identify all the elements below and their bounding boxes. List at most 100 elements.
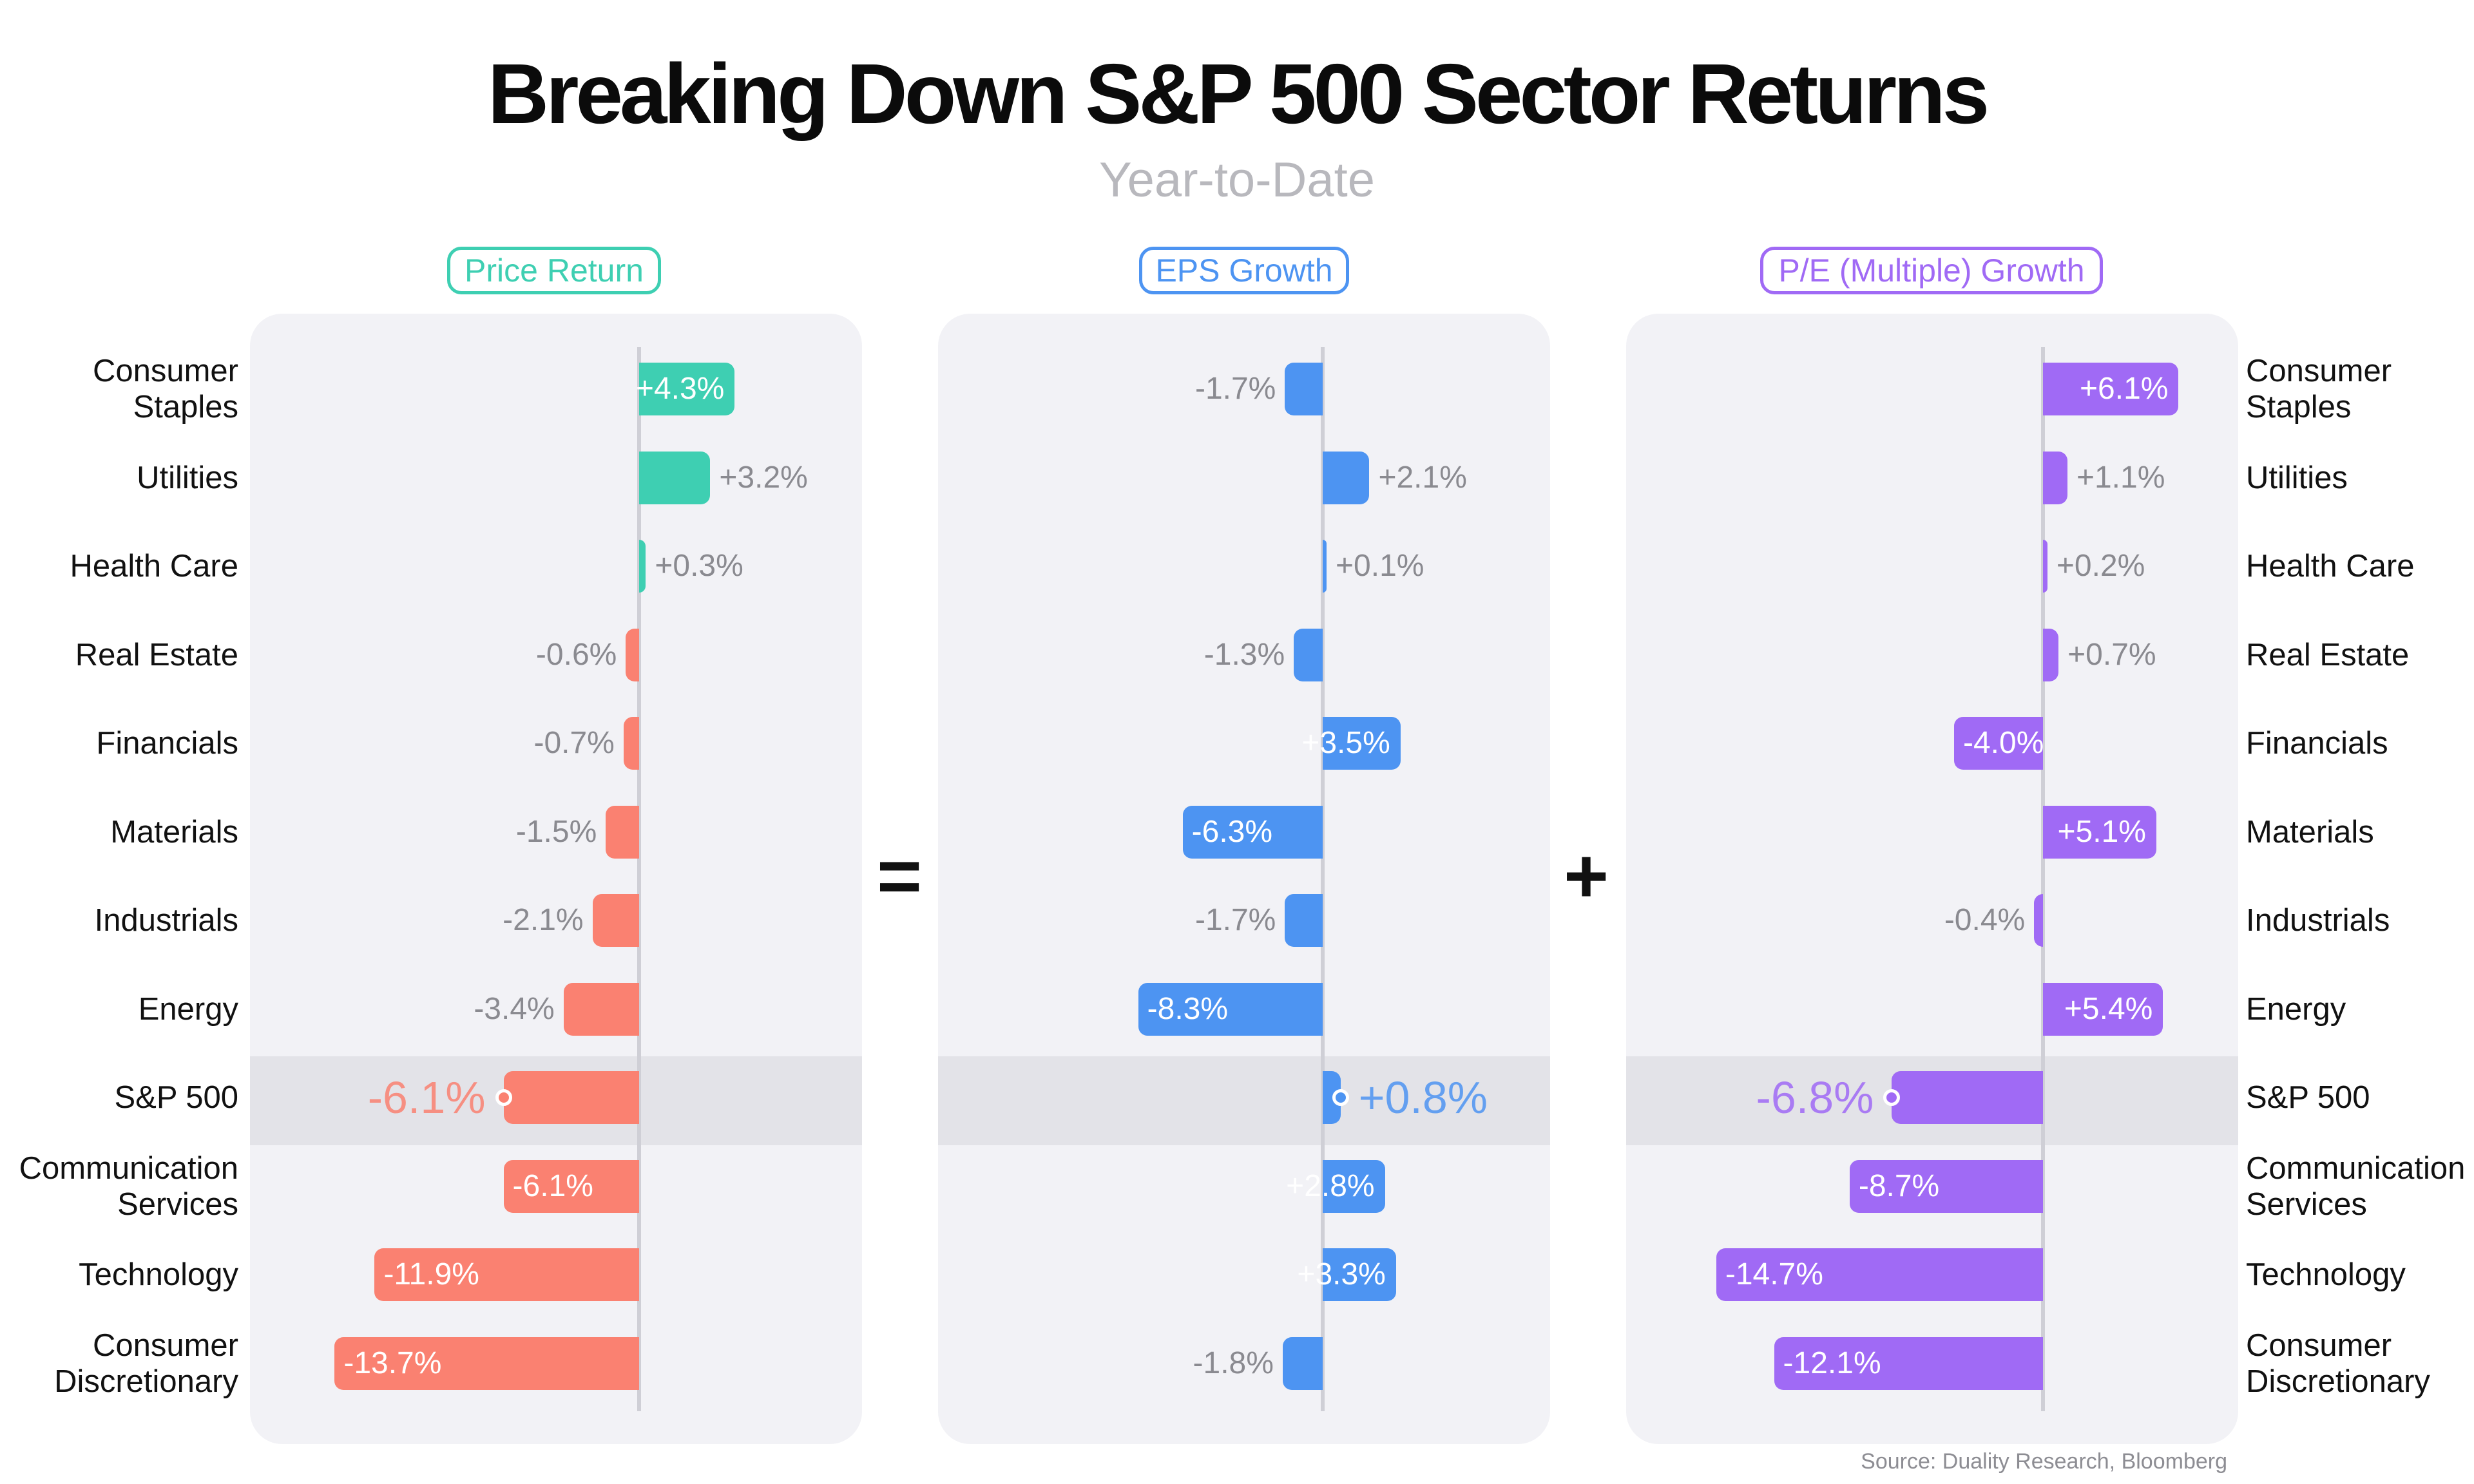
value-label: -6.1% xyxy=(367,1072,486,1123)
bar xyxy=(1282,1337,1323,1390)
bar xyxy=(1323,717,1401,770)
bar xyxy=(503,1159,639,1213)
category-label-left: Real Estate xyxy=(75,637,238,672)
value-label: +6.1% xyxy=(2080,372,2169,406)
value-label: -0.4% xyxy=(1944,903,2026,937)
value-label: -4.0% xyxy=(1963,726,2044,760)
bar xyxy=(1774,1337,2043,1390)
bar xyxy=(626,628,639,681)
category-label-right: Technology xyxy=(2246,1257,2406,1292)
bar xyxy=(334,1337,639,1390)
bar xyxy=(2043,540,2047,593)
sp500-marker-dot xyxy=(495,1089,512,1106)
source-note: Source: Duality Research, Bloomberg xyxy=(1861,1449,2227,1474)
price-return-panel: +4.3% +3.2% +0.3% -0.6% -0.7% -1.5% -2.1% -3.4%… xyxy=(250,314,862,1444)
sp500-bar xyxy=(1892,1071,2043,1124)
panel-label-eps-growth: EPS Growth xyxy=(1139,247,1349,294)
value-label: +0.8% xyxy=(1358,1072,1488,1123)
category-label-right: S&P 500 xyxy=(2246,1080,2370,1115)
value-label: -11.9% xyxy=(383,1257,479,1291)
value-label: -3.4% xyxy=(474,991,555,1026)
category-label-left: Technology xyxy=(79,1257,238,1292)
bar xyxy=(1294,628,1323,681)
value-label: +4.3% xyxy=(635,372,725,406)
category-label-left: Consumer Staples xyxy=(92,354,238,424)
category-label-right: Industrials xyxy=(2246,903,2390,938)
category-label-right: Consumer Staples xyxy=(2246,354,2392,424)
sp500-marker-dot xyxy=(1332,1089,1349,1106)
sp500-bar xyxy=(503,1071,639,1124)
bar xyxy=(2043,363,2179,415)
bar xyxy=(2043,982,2163,1036)
bar xyxy=(1323,451,1370,504)
bar xyxy=(1285,363,1323,415)
value-label: +5.1% xyxy=(2057,814,2146,849)
value-label: -2.1% xyxy=(503,903,584,937)
bar xyxy=(1954,717,2043,770)
value-label: +0.3% xyxy=(655,549,743,583)
value-label: -1.7% xyxy=(1194,903,1276,937)
category-label-left: Industrials xyxy=(94,903,238,938)
value-label: -1.3% xyxy=(1203,637,1285,672)
value-label: -13.7% xyxy=(343,1346,442,1380)
value-label: -6.3% xyxy=(1191,814,1273,849)
bar xyxy=(623,717,639,770)
value-label: +2.8% xyxy=(1286,1168,1375,1203)
category-label-right: Health Care xyxy=(2246,549,2415,584)
bar xyxy=(1849,1159,2043,1213)
bar xyxy=(1323,1159,1385,1213)
bar xyxy=(1716,1248,2043,1301)
value-label: -0.7% xyxy=(533,726,615,760)
bar xyxy=(1323,1248,1396,1301)
category-label-left: Utilities xyxy=(137,460,238,495)
value-label: +1.1% xyxy=(2076,460,2165,495)
bar xyxy=(2034,894,2043,947)
category-label-left: Financials xyxy=(96,726,238,761)
value-label: -6.1% xyxy=(512,1168,593,1203)
value-label: -1.5% xyxy=(515,814,597,849)
category-label-right: Communication Services xyxy=(2246,1150,2466,1222)
category-label-left: Health Care xyxy=(70,549,238,584)
value-label: -8.7% xyxy=(1858,1168,1940,1203)
bar xyxy=(1182,805,1323,859)
value-label: +3.5% xyxy=(1301,726,1390,760)
value-label: -1.7% xyxy=(1194,372,1276,406)
pe-growth-panel: +6.1% +1.1% +0.2% +0.7% -4.0% +5.1% -0.4% +5.4%… xyxy=(1626,314,2238,1444)
value-label: +2.1% xyxy=(1378,460,1467,495)
bar xyxy=(1138,982,1323,1036)
bar xyxy=(2043,805,2156,859)
value-label: +5.4% xyxy=(2064,991,2153,1026)
zero-axis xyxy=(637,347,641,1411)
category-label-right: Energy xyxy=(2246,991,2346,1027)
equals-operator: = xyxy=(876,833,923,919)
plus-operator: + xyxy=(1563,833,1609,919)
bar xyxy=(1285,894,1323,947)
value-label: +3.3% xyxy=(1297,1257,1386,1291)
value-label: +0.2% xyxy=(2056,549,2145,583)
bar xyxy=(639,540,646,593)
bar xyxy=(2043,628,2059,681)
bar xyxy=(592,894,639,947)
category-label-left: Communication Services xyxy=(19,1150,238,1222)
category-label-right: Consumer Discretionary xyxy=(2246,1327,2430,1399)
value-label: +3.2% xyxy=(719,460,808,495)
category-label-left: Energy xyxy=(138,991,238,1027)
category-label-right: Materials xyxy=(2246,814,2374,850)
category-label-left: Consumer Discretionary xyxy=(54,1327,238,1399)
category-label-right: Real Estate xyxy=(2246,637,2410,672)
panel-label-pe-growth: P/E (Multiple) Growth xyxy=(1760,247,2103,294)
value-label: +0.7% xyxy=(2067,637,2156,672)
bar xyxy=(563,982,639,1036)
value-label: -8.3% xyxy=(1147,991,1229,1026)
bar xyxy=(606,805,639,859)
bar xyxy=(639,451,711,504)
panel-label-price-return: Price Return xyxy=(447,247,661,294)
zero-axis xyxy=(1321,347,1325,1411)
chart-title: Breaking Down S&P 500 Sector Returns xyxy=(487,46,1990,141)
zero-axis xyxy=(2041,347,2045,1411)
category-label-left: Materials xyxy=(110,814,238,850)
value-label: -0.6% xyxy=(535,637,617,672)
value-label: -12.1% xyxy=(1783,1346,1881,1380)
sp500-marker-dot xyxy=(1883,1089,1901,1106)
sp500-highlight-band xyxy=(938,1056,1550,1145)
